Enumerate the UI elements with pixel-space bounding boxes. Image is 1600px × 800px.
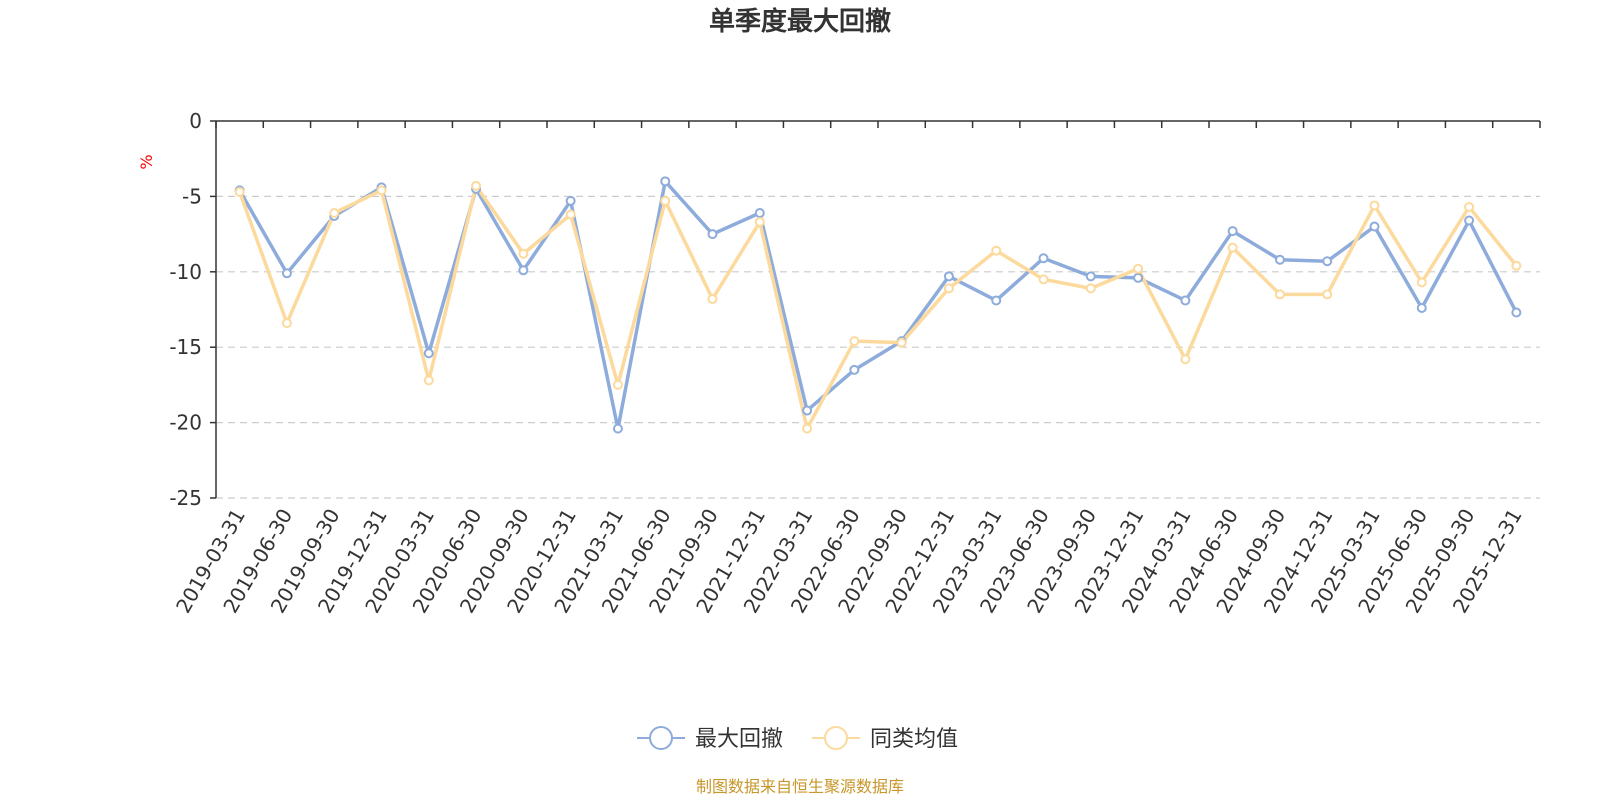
data-point[interactable] <box>991 295 1002 306</box>
data-point[interactable] <box>281 268 292 279</box>
data-point[interactable] <box>1464 215 1475 226</box>
data-point[interactable] <box>660 195 671 206</box>
data-point[interactable] <box>802 405 813 416</box>
chart-title: 单季度最大回撤 <box>709 6 891 37</box>
data-point[interactable] <box>423 348 434 359</box>
legend-label: 最大回撤 <box>695 727 783 752</box>
axes: 0-5-10-15-20-252019-03-312019-06-302019-… <box>169 109 1541 617</box>
y-tick-label: -25 <box>169 486 202 510</box>
data-point[interactable] <box>1180 354 1191 365</box>
data-point[interactable] <box>1511 260 1522 271</box>
series-layer <box>234 176 1522 434</box>
data-point[interactable] <box>1464 201 1475 212</box>
grid-lines <box>216 195 1540 499</box>
data-point[interactable] <box>518 248 529 259</box>
y-tick-label: -5 <box>182 184 202 208</box>
y-tick-label: 0 <box>189 109 202 133</box>
data-point[interactable] <box>1085 271 1096 282</box>
data-point[interactable] <box>1369 221 1380 232</box>
legend[interactable]: 最大回撤 同类均值 <box>637 726 958 752</box>
data-point[interactable] <box>1133 263 1144 274</box>
data-point[interactable] <box>1274 289 1285 300</box>
data-point[interactable] <box>1227 242 1238 253</box>
data-point[interactable] <box>1322 256 1333 267</box>
data-point[interactable] <box>471 180 482 191</box>
data-point[interactable] <box>1416 277 1427 288</box>
series-line <box>237 184 1518 431</box>
legend-item[interactable]: 同类均值 <box>812 726 958 752</box>
legend-marker <box>649 726 673 750</box>
data-point[interactable] <box>1369 200 1380 211</box>
y-tick-label: -10 <box>169 260 202 284</box>
data-point[interactable] <box>1511 307 1522 318</box>
data-point[interactable] <box>896 337 907 348</box>
legend-marker <box>824 726 848 750</box>
y-axis-unit: % <box>137 154 156 169</box>
data-point[interactable] <box>612 379 623 390</box>
data-point[interactable] <box>1038 274 1049 285</box>
data-point[interactable] <box>991 245 1002 256</box>
y-tick-label: -20 <box>169 411 202 435</box>
data-point[interactable] <box>943 283 954 294</box>
data-point[interactable] <box>754 207 765 218</box>
data-point[interactable] <box>1416 302 1427 313</box>
data-point[interactable] <box>754 217 765 228</box>
y-tick-label: -15 <box>169 335 202 359</box>
data-point[interactable] <box>1038 253 1049 264</box>
series-line <box>238 179 1518 431</box>
data-point[interactable] <box>1133 272 1144 283</box>
data-point[interactable] <box>376 185 387 196</box>
data-point[interactable] <box>849 364 860 375</box>
data-point[interactable] <box>281 318 292 329</box>
data-point[interactable] <box>565 195 576 206</box>
data-point[interactable] <box>329 207 340 218</box>
data-point[interactable] <box>1274 254 1285 265</box>
legend-label: 同类均值 <box>870 727 958 752</box>
data-point[interactable] <box>1227 226 1238 237</box>
data-point[interactable] <box>707 293 718 304</box>
data-point[interactable] <box>612 423 623 434</box>
data-point[interactable] <box>660 176 671 187</box>
data-point[interactable] <box>943 271 954 282</box>
data-point[interactable] <box>518 265 529 276</box>
legend-item[interactable]: 最大回撤 <box>637 726 783 752</box>
data-point[interactable] <box>565 209 576 220</box>
source-note: 制图数据来自恒生聚源数据库 <box>696 777 904 796</box>
data-point[interactable] <box>849 336 860 347</box>
data-point[interactable] <box>234 186 245 197</box>
data-point[interactable] <box>802 423 813 434</box>
data-point[interactable] <box>707 229 718 240</box>
data-point[interactable] <box>1085 283 1096 294</box>
data-point[interactable] <box>1180 295 1191 306</box>
data-point[interactable] <box>1322 289 1333 300</box>
data-point[interactable] <box>423 375 434 386</box>
